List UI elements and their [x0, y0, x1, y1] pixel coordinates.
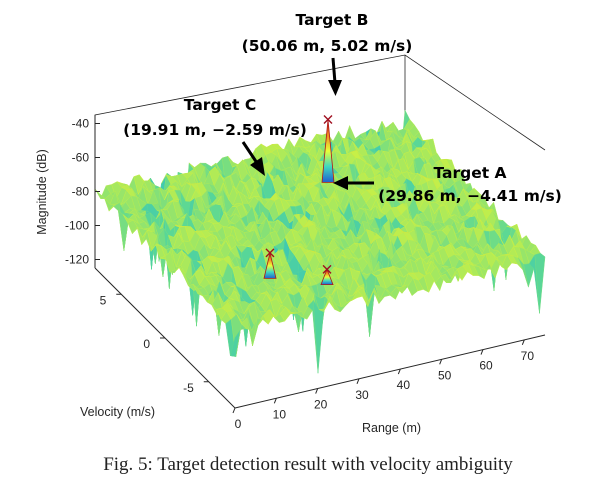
range-tick-label: 10 — [273, 407, 287, 421]
tick-mark — [521, 339, 525, 346]
figure-caption: Fig. 5: Target detection result with vel… — [103, 454, 513, 475]
range-tick-label: 70 — [521, 349, 535, 363]
velocity-tick-label: 5 — [100, 293, 107, 307]
range-tick-label: 60 — [479, 359, 493, 373]
annotation-target-b: Target B (50.06 m, 5.02 m/s) — [242, 11, 413, 96]
tick-mark — [397, 368, 401, 375]
tick-mark — [273, 398, 277, 404]
peak-spike — [321, 119, 335, 183]
tick-mark — [232, 407, 236, 414]
target-c-arrow — [241, 141, 265, 176]
peak-x-marker — [323, 115, 333, 125]
tick-mark — [439, 359, 443, 365]
peak-markers — [263, 115, 335, 286]
annotation-target-a: Target A (29.86 m, −4.41 m/s) — [333, 164, 562, 205]
range-tick-label: 40 — [397, 378, 411, 392]
target-a-coords: (29.86 m, −4.41 m/s) — [378, 187, 562, 205]
tick-mark — [356, 378, 360, 384]
range-tick-label: 20 — [314, 398, 328, 412]
target-c-title: Target C — [184, 96, 256, 114]
target-b-coords: (50.06 m, 5.02 m/s) — [242, 37, 413, 55]
tick-mark — [480, 349, 484, 355]
z-tick-label: -120 — [65, 253, 89, 267]
peak-x-marker — [322, 264, 332, 274]
peak-target-b — [321, 115, 335, 183]
figure: -40 -60 -80 -100 -120 0 10 20 30 40 50 60 70 -5 0 5 Mag… — [35, 11, 562, 435]
tick-mark — [315, 388, 319, 394]
range-tick-label: 0 — [235, 417, 242, 431]
target-a-title: Target A — [433, 164, 506, 182]
z-tick-label: -100 — [65, 219, 89, 233]
surface-mesh — [94, 109, 546, 374]
surface-cell — [534, 252, 546, 314]
range-tick-label: 30 — [355, 388, 369, 402]
annotation-target-c: Target C (19.91 m, −2.59 m/s) — [123, 96, 307, 176]
velocity-tick-label: 0 — [143, 337, 150, 351]
z-tick-label: -60 — [72, 151, 90, 165]
range-tick-label: 50 — [438, 368, 452, 382]
peak-spike — [263, 252, 277, 279]
peak-target-a — [320, 264, 334, 286]
z-axis-label: Magnitude (dB) — [35, 149, 49, 234]
surface-plot: -40 -60 -80 -100 -120 0 10 20 30 40 50 60 70 -5 0 5 Mag… — [35, 11, 562, 435]
target-a-arrow — [333, 176, 374, 190]
z-tick-label: -40 — [72, 117, 90, 131]
range-axis-line — [234, 334, 546, 409]
target-c-coords: (19.91 m, −2.59 m/s) — [123, 121, 307, 139]
peak-spike — [320, 268, 334, 286]
target-b-arrow — [328, 57, 342, 96]
peak-target-c — [263, 248, 277, 279]
velocity-axis-label: Velocity (m/s) — [80, 405, 155, 419]
tick-labels: -40 -60 -80 -100 -120 0 10 20 30 40 50 60 70 -5 0 5 — [65, 117, 534, 432]
range-axis-label: Range (m) — [362, 421, 421, 435]
z-tick-label: -80 — [72, 185, 90, 199]
target-b-title: Target B — [296, 11, 369, 29]
velocity-tick-label: -5 — [183, 381, 194, 395]
peak-x-marker — [265, 248, 275, 258]
